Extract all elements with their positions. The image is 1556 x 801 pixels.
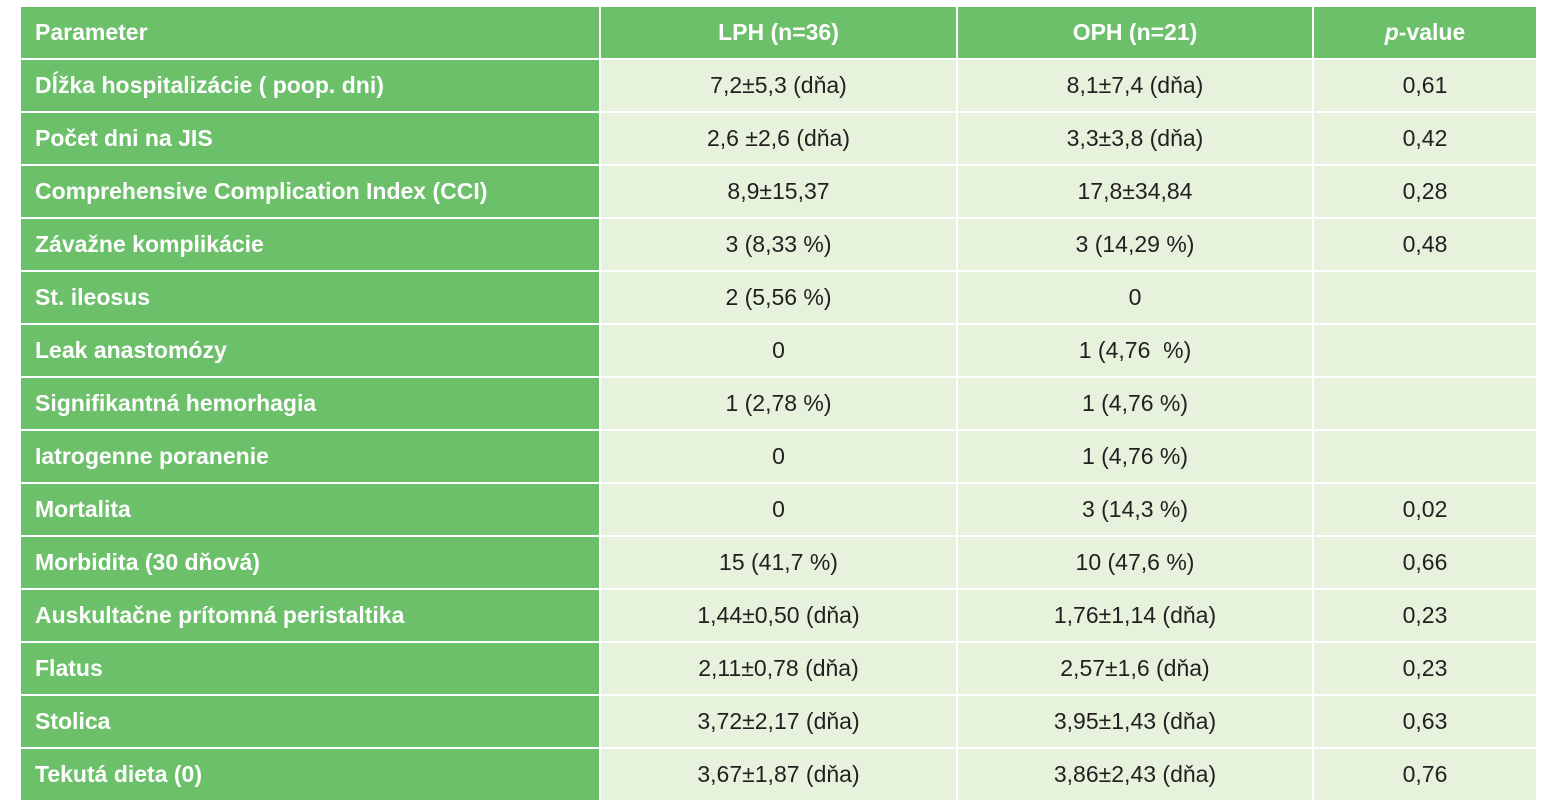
data-cell: 0,48 [1313, 218, 1537, 271]
header-cell: OPH (n=21) [957, 6, 1313, 59]
data-cell: 0 [957, 271, 1313, 324]
data-cell: 0,23 [1313, 589, 1537, 642]
row-label: Comprehensive Complication Index (CCI) [20, 165, 600, 218]
data-cell: 3 (14,29 %) [957, 218, 1313, 271]
data-cell: 8,1±7,4 (dňa) [957, 59, 1313, 112]
data-cell: 2,57±1,6 (dňa) [957, 642, 1313, 695]
data-cell: 17,8±34,84 [957, 165, 1313, 218]
data-cell: 10 (47,6 %) [957, 536, 1313, 589]
data-cell: 1,44±0,50 (dňa) [600, 589, 957, 642]
data-cell: 0 [600, 430, 957, 483]
data-cell: 1 (4,76 %) [957, 324, 1313, 377]
data-cell: 3 (8,33 %) [600, 218, 957, 271]
data-cell: 0,66 [1313, 536, 1537, 589]
data-cell: 0,23 [1313, 642, 1537, 695]
data-cell: 3,67±1,87 (dňa) [600, 748, 957, 801]
row-label: Auskultačne prítomná peristaltika [20, 589, 600, 642]
row-label: Mortalita [20, 483, 600, 536]
data-cell: 2,11±0,78 (dňa) [600, 642, 957, 695]
data-cell [1313, 271, 1537, 324]
data-cell: 0,63 [1313, 695, 1537, 748]
data-cell: 0,42 [1313, 112, 1537, 165]
data-cell: 3 (14,3 %) [957, 483, 1313, 536]
data-cell: 3,95±1,43 (dňa) [957, 695, 1313, 748]
row-label: Stolica [20, 695, 600, 748]
row-label: Flatus [20, 642, 600, 695]
data-cell: 0,28 [1313, 165, 1537, 218]
data-cell: 0,76 [1313, 748, 1537, 801]
data-cell: 2,6 ±2,6 (dňa) [600, 112, 957, 165]
data-cell: 7,2±5,3 (dňa) [600, 59, 957, 112]
data-cell: 1 (4,76 %) [957, 430, 1313, 483]
row-label: Tekutá dieta (0) [20, 748, 600, 801]
data-cell: 3,86±2,43 (dňa) [957, 748, 1313, 801]
row-label: Signifikantná hemorhagia [20, 377, 600, 430]
data-cell: 0,61 [1313, 59, 1537, 112]
data-cell: 1,76±1,14 (dňa) [957, 589, 1313, 642]
header-text: -value [1398, 19, 1466, 45]
data-cell: 3,3±3,8 (dňa) [957, 112, 1313, 165]
row-label: Závažne komplikácie [20, 218, 600, 271]
header-cell: Parameter [20, 6, 600, 59]
data-cell: 8,9±15,37 [600, 165, 957, 218]
header-cell: LPH (n=36) [600, 6, 957, 59]
row-label: St. ileosus [20, 271, 600, 324]
row-label: Leak anastomózy [20, 324, 600, 377]
data-cell [1313, 324, 1537, 377]
row-label: Počet dni na JIS [20, 112, 600, 165]
data-cell: 0 [600, 324, 957, 377]
data-cell: 1 (4,76 %) [957, 377, 1313, 430]
row-label: Iatrogenne poranenie [20, 430, 600, 483]
data-cell: 3,72±2,17 (dňa) [600, 695, 957, 748]
header-italic: p [1384, 19, 1399, 45]
data-cell: 0,02 [1313, 483, 1537, 536]
row-label: Morbidita (30 dňová) [20, 536, 600, 589]
row-label: Dĺžka hospitalizácie ( poop. dni) [20, 59, 600, 112]
data-cell: 1 (2,78 %) [600, 377, 957, 430]
data-cell [1313, 430, 1537, 483]
header-cell: p -value [1313, 6, 1537, 59]
data-cell: 2 (5,56 %) [600, 271, 957, 324]
data-cell: 15 (41,7 %) [600, 536, 957, 589]
results-table: Parameter LPH (n=36) OPH (n=21) p -value Dĺžk… [20, 6, 1537, 801]
data-cell [1313, 377, 1537, 430]
data-cell: 0 [600, 483, 957, 536]
